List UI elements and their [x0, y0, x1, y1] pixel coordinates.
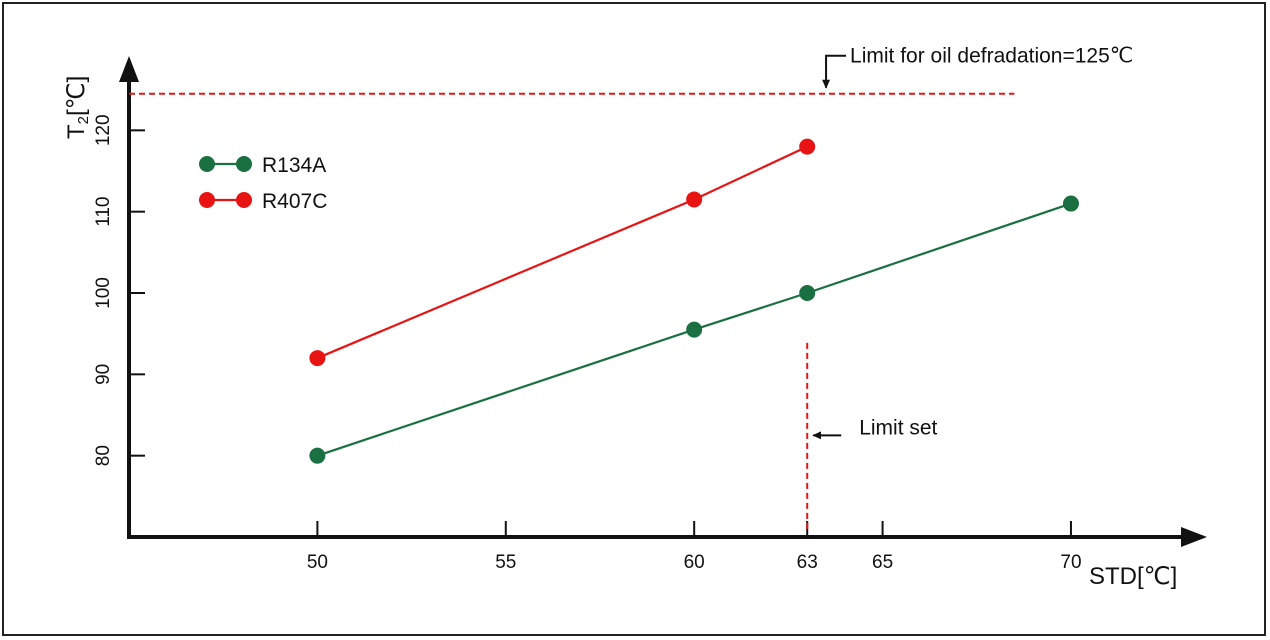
oil-limit-arrow [822, 54, 847, 89]
data-point-r407c [686, 191, 703, 208]
line-chart: STD[℃] T2[℃] 50 55 60 63 65 70 80 90 100 110 120 L… [63, 45, 1207, 590]
y-tick-label: 80 [93, 445, 114, 466]
data-point-r134a [1062, 195, 1079, 212]
data-point-r407c [799, 138, 816, 155]
x-tick-label: 65 [872, 552, 893, 573]
x-tick-label: 55 [495, 552, 516, 573]
data-point-r134a [686, 321, 703, 338]
limit-set-label: Limit set [859, 416, 937, 439]
legend-label: R134A [262, 154, 326, 177]
y-axis-title-sub: 2 [75, 116, 92, 124]
annotations-layer: Limit for oil defradation=125℃ Limit set [129, 45, 1133, 529]
y-tick-label: 100 [93, 277, 114, 309]
legend-marker [236, 156, 252, 172]
ticks-layer: 50 55 60 63 65 70 80 90 100 110 120 [93, 114, 1082, 573]
legend: R134A R407C [199, 154, 327, 213]
x-axis-arrowhead [1181, 527, 1207, 547]
oil-limit-label: Limit for oil defradation=125℃ [850, 45, 1133, 68]
legend-marker [199, 192, 215, 208]
x-tick-label: 63 [797, 552, 818, 573]
x-axis-title: STD[℃] [1089, 563, 1177, 590]
x-tick-label: 50 [307, 552, 328, 573]
series-line-r407c [316, 145, 808, 360]
x-tick-label: 70 [1060, 552, 1081, 573]
y-axis-title-main: T [63, 124, 90, 139]
series-layer [309, 138, 1079, 464]
y-tick-label: 90 [93, 364, 114, 385]
x-tick-label: 60 [684, 552, 705, 573]
series-line-r134a [317, 202, 1072, 457]
y-axis-title-unit: [℃] [63, 76, 90, 116]
y-tick-label: 120 [93, 114, 114, 146]
y-tick-label: 110 [93, 197, 114, 227]
legend-marker [236, 192, 252, 208]
legend-label: R407C [262, 190, 327, 213]
y-axis-title: T2[℃] [63, 76, 92, 139]
y-axis-arrowhead [119, 56, 139, 82]
legend-marker [199, 156, 215, 172]
data-point-r134a [799, 285, 816, 301]
data-point-r407c [309, 350, 326, 367]
data-point-r134a [309, 447, 326, 464]
